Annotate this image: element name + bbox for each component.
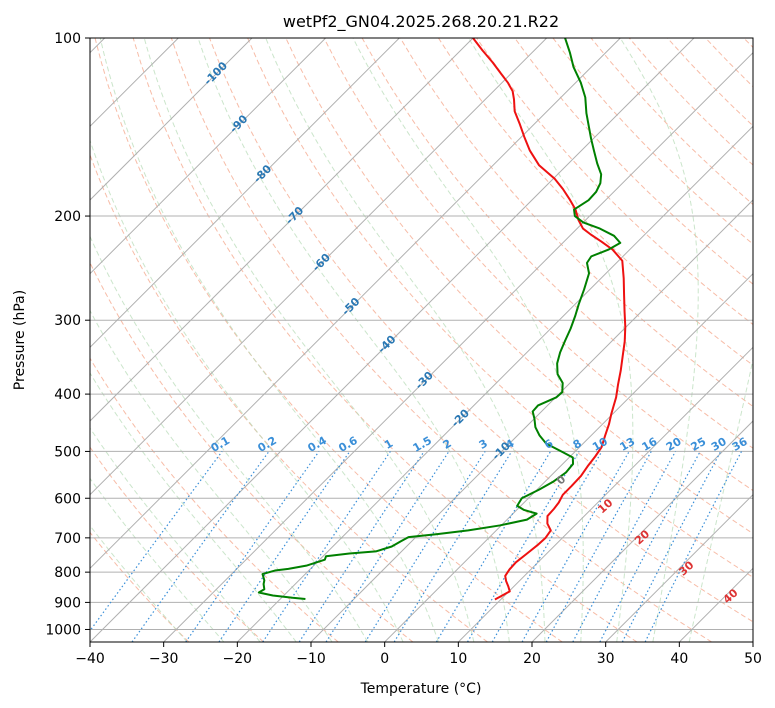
isotherm-line	[90, 38, 548, 496]
mixing-ratio-line	[545, 451, 652, 642]
moist-adiabat-line	[90, 138, 404, 642]
dry-adiabat-line	[90, 446, 264, 642]
moist-adiabat-line	[143, 38, 475, 642]
mixing-ratio-line	[644, 451, 743, 642]
isotherm-line	[236, 125, 753, 642]
mixing-ratio-line	[185, 451, 320, 642]
dry-adiabat-line	[209, 38, 753, 623]
y-tick-label: 400	[54, 387, 81, 403]
dry-adiabat-line	[94, 38, 563, 642]
mixing-ratio-line	[298, 451, 425, 642]
x-axis: −40 −30 −20 −10 0 10 20 30 40 50	[75, 642, 762, 667]
isotherm-line	[163, 51, 753, 642]
plot-frame	[89, 37, 754, 643]
moist-adiabat-line	[688, 357, 753, 642]
isotherm-line	[531, 420, 753, 642]
moist-adiabat-line	[197, 38, 510, 642]
y-tick-label: 600	[54, 491, 81, 507]
x-tick-label: 40	[670, 651, 688, 667]
y-tick-label: 900	[54, 595, 81, 611]
dry-adiabat-line	[247, 38, 753, 578]
y-tick-label: 1000	[45, 622, 81, 638]
profile-lines	[257, 38, 627, 601]
dry-adiabat-line	[170, 38, 712, 642]
x-tick-label: 10	[449, 651, 467, 667]
dewpoint-line	[257, 38, 622, 600]
moist-adiabat-line	[90, 235, 369, 642]
mixing-ratio-line	[218, 451, 351, 642]
x-tick-label: −40	[75, 651, 105, 667]
background-lines	[90, 38, 753, 642]
mixing-ratio-line	[521, 451, 630, 642]
moist-adiabat-line	[619, 38, 699, 642]
temperature-line	[472, 38, 627, 601]
chart-title: wetPf2_GN04.2025.268.20.21.R22	[283, 12, 559, 32]
dry-adiabat-line	[90, 153, 488, 642]
isotherm-line	[90, 38, 400, 349]
dry-adiabat-line	[90, 357, 339, 642]
x-tick-label: 20	[523, 651, 541, 667]
x-tick-label: −10	[296, 651, 326, 667]
isotherm-line	[605, 493, 753, 642]
mixing-ratio-line	[393, 451, 513, 642]
y-tick-label: 300	[54, 313, 81, 329]
isotherm-line	[90, 38, 474, 422]
mixing-ratio-line	[325, 451, 450, 642]
moist-adiabat-line	[352, 38, 584, 642]
y-tick-label: 200	[54, 209, 81, 225]
isotherm-line	[90, 38, 695, 642]
dry-adiabat-line	[132, 38, 638, 642]
x-axis-title: Temperature (°C)	[360, 681, 482, 697]
isotherm-line	[457, 346, 753, 642]
isotherm-line	[90, 38, 621, 570]
x-tick-label: −30	[149, 651, 179, 667]
y-tick-label: 500	[54, 444, 81, 460]
moist-adiabat-line	[90, 477, 225, 642]
dry-adiabat-line	[90, 531, 190, 642]
moist-adiabat-line	[99, 38, 439, 642]
mixing-ratio-line	[90, 451, 223, 632]
mixing-ratio-line	[131, 451, 270, 642]
dry-adiabat-line	[438, 38, 753, 366]
dry-adiabat-line	[399, 38, 753, 408]
x-tick-label: 50	[744, 651, 762, 667]
moist-adiabat-line	[265, 38, 546, 642]
isotherm-line	[90, 38, 327, 275]
mixing-ratio-line	[262, 451, 391, 642]
x-tick-label: 30	[597, 651, 615, 667]
y-axis: 100 200 300 400 500 600 700 800 900 1000	[45, 31, 90, 638]
mixing-ratio-line	[621, 451, 722, 642]
isotherm-line	[90, 38, 253, 201]
y-tick-label: 800	[54, 565, 81, 581]
y-axis-title: Pressure (hPa)	[12, 290, 28, 390]
moist-adiabat-line	[90, 427, 261, 642]
x-tick-label: −20	[223, 651, 253, 667]
moist-adiabat-line	[90, 309, 333, 642]
mixing-ratio-line	[572, 451, 677, 642]
dry-adiabat-line	[323, 38, 753, 492]
y-tick-label: 100	[54, 31, 81, 47]
x-tick-label: 0	[380, 651, 389, 667]
y-tick-label: 700	[54, 531, 81, 547]
isotherm-line	[310, 199, 753, 642]
dry-adiabat-line	[514, 38, 753, 285]
isotherm-line	[384, 272, 753, 642]
